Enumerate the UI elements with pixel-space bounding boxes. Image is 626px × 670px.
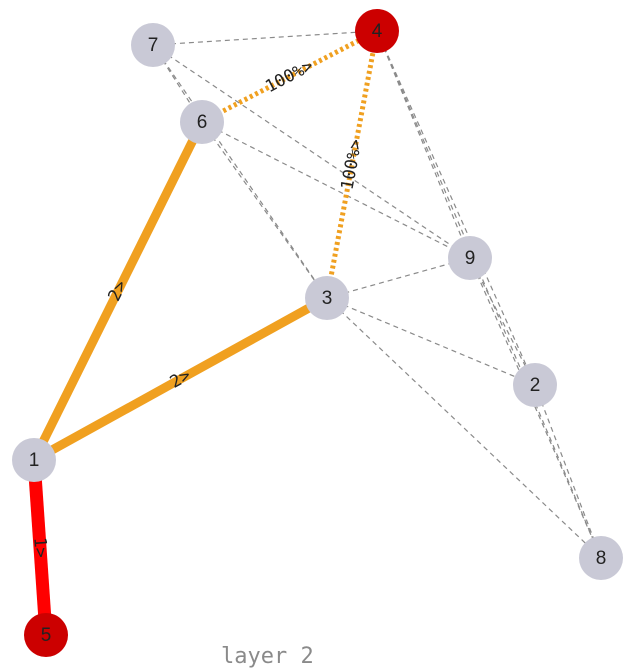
node-9[interactable]: 9 (448, 236, 492, 280)
node-circle-7 (131, 23, 175, 67)
edge-4-2 (376, 30, 536, 386)
node-circle-2 (513, 363, 557, 407)
edge-1-3 (31, 294, 330, 464)
edge-6-3 (201, 121, 328, 299)
node-label-7: 7 (148, 35, 159, 56)
node-4[interactable]: 4 (355, 9, 399, 53)
node-circle-5 (24, 613, 68, 657)
edge-label-3-4: 100%> (337, 138, 366, 192)
edge-7-9 (152, 44, 471, 259)
edge-9-8 (469, 257, 602, 559)
edge-3-8 (326, 297, 602, 559)
edge-9-2 (469, 257, 536, 386)
edge-7-4 (152, 30, 378, 46)
node-8[interactable]: 8 (579, 536, 623, 580)
highlighted-edges-layer (27, 28, 380, 636)
dashed-edges-layer (152, 30, 602, 559)
edge-3-2 (326, 297, 536, 386)
node-circle-8 (579, 536, 623, 580)
node-2[interactable]: 2 (513, 363, 557, 407)
nodes-layer: 1 2 3 4 5 6 7 8 9 (12, 9, 623, 657)
edge-3-9 (326, 257, 471, 299)
edge-7-3 (152, 44, 328, 299)
edge-2-8 (534, 384, 602, 559)
node-circle-3 (305, 276, 349, 320)
edge-1-6 (29, 119, 207, 463)
edge-1-5 (27, 459, 53, 636)
edge-label-6-4: 100%> (262, 56, 317, 97)
node-3[interactable]: 3 (305, 276, 349, 320)
node-circle-1 (12, 438, 56, 482)
node-label-4: 4 (372, 21, 383, 42)
node-label-2: 2 (530, 375, 541, 396)
node-circle-6 (180, 100, 224, 144)
node-7[interactable]: 7 (131, 23, 175, 67)
edge-label-1-5: 1> (29, 537, 50, 559)
node-label-3: 3 (322, 288, 333, 309)
edge-6-4 (200, 28, 379, 125)
graph-caption: layer 2 (221, 644, 314, 669)
node-label-5: 5 (41, 625, 52, 646)
node-circle-9 (448, 236, 492, 280)
node-label-9: 9 (465, 248, 476, 269)
edge-4-8 (376, 30, 602, 559)
node-label-1: 1 (29, 450, 40, 471)
node-label-8: 8 (596, 548, 607, 569)
node-6[interactable]: 6 (180, 100, 224, 144)
node-1[interactable]: 1 (12, 438, 56, 482)
node-circle-4 (355, 9, 399, 53)
node-label-6: 6 (197, 112, 208, 133)
node-5[interactable]: 5 (24, 613, 68, 657)
